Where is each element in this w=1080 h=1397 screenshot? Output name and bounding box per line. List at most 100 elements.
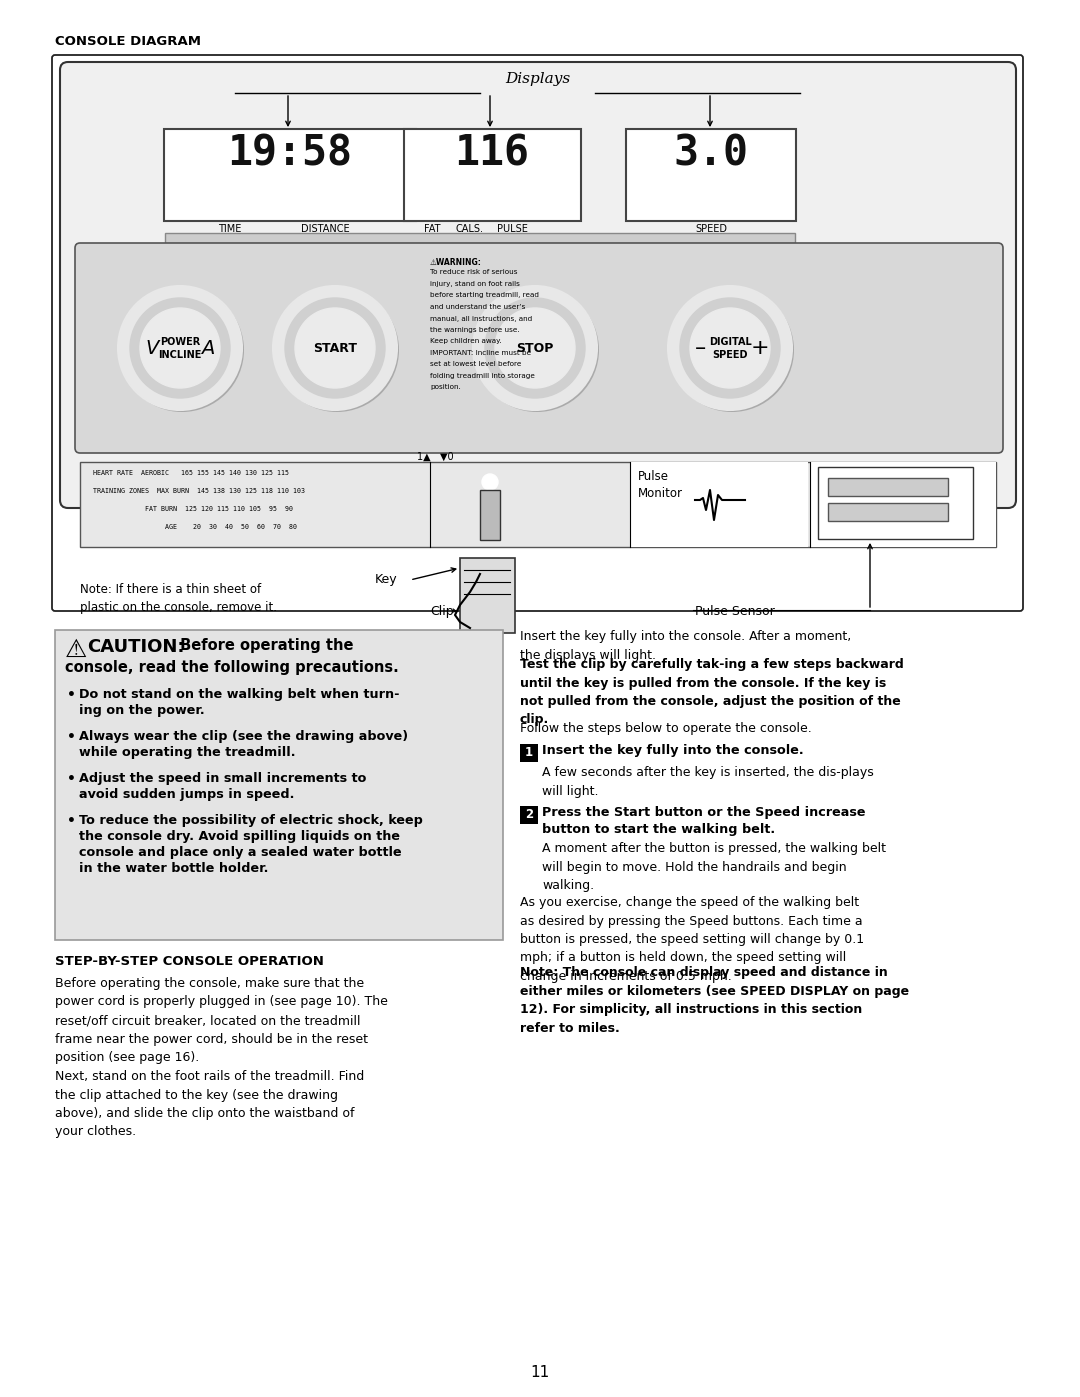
Text: Note: The console can display speed and distance in
either miles or kilometers (: Note: The console can display speed and … [519, 965, 909, 1035]
Circle shape [690, 307, 770, 388]
Text: Insert the key fully into the console.: Insert the key fully into the console. [542, 745, 804, 757]
Text: Displays: Displays [505, 73, 570, 87]
Text: in the water bottle holder.: in the water bottle holder. [79, 862, 268, 875]
Text: •: • [67, 687, 76, 703]
Text: FAT BURN  125 120 115 110 105  95  90: FAT BURN 125 120 115 110 105 95 90 [85, 506, 293, 511]
Circle shape [273, 286, 397, 409]
Circle shape [485, 298, 585, 398]
Text: •: • [67, 773, 76, 787]
Text: Key: Key [375, 573, 397, 585]
FancyBboxPatch shape [404, 129, 581, 221]
Text: V: V [146, 338, 159, 358]
Text: +: + [751, 338, 769, 358]
Text: console, read the following precautions.: console, read the following precautions. [65, 659, 399, 675]
Text: TIME: TIME [218, 224, 242, 235]
Text: DISTANCE: DISTANCE [300, 224, 349, 235]
Bar [480, 490, 500, 541]
Text: FAT: FAT [423, 224, 441, 235]
Circle shape [140, 307, 220, 388]
Text: 2: 2 [525, 807, 534, 821]
Text: SPEED: SPEED [696, 224, 727, 235]
Circle shape [669, 286, 792, 409]
FancyBboxPatch shape [60, 61, 1016, 509]
Text: the console dry. Avoid spilling liquids on the: the console dry. Avoid spilling liquids … [79, 830, 400, 842]
Circle shape [118, 286, 242, 409]
Circle shape [482, 474, 498, 490]
Text: TRAINING ZONES  MAX BURN  145 138 130 125 118 110 103: TRAINING ZONES MAX BURN 145 138 130 125 … [85, 488, 305, 495]
Text: ⚠: ⚠ [65, 638, 87, 662]
Text: 11: 11 [530, 1365, 550, 1380]
Text: A moment after the button is pressed, the walking belt
will begin to move. Hold : A moment after the button is pressed, th… [542, 842, 886, 893]
Text: STOP: STOP [516, 341, 554, 355]
FancyBboxPatch shape [626, 129, 796, 221]
Bar [630, 462, 808, 548]
Text: Adjust the speed in small increments to: Adjust the speed in small increments to [79, 773, 366, 785]
Text: CALS.: CALS. [456, 224, 484, 235]
Bar [818, 467, 973, 539]
Circle shape [670, 288, 794, 412]
Text: To reduce the possibility of electric shock, keep: To reduce the possibility of electric sh… [79, 814, 423, 827]
Text: Keep children away.: Keep children away. [430, 338, 501, 345]
Text: STEP-BY-STEP CONSOLE OPERATION: STEP-BY-STEP CONSOLE OPERATION [55, 956, 324, 968]
Text: INCLINE: INCLINE [159, 351, 202, 360]
Text: START: START [313, 341, 357, 355]
Text: HEART RATE  AEROBIC   165 155 145 140 130 125 115: HEART RATE AEROBIC 165 155 145 140 130 1… [85, 469, 289, 476]
Text: A few seconds after the key is inserted, the dis-plays
will light.: A few seconds after the key is inserted,… [542, 766, 874, 798]
Text: while operating the treadmill.: while operating the treadmill. [79, 746, 296, 759]
Text: Do not stand on the walking belt when turn-: Do not stand on the walking belt when tu… [79, 687, 400, 701]
Text: 116: 116 [455, 133, 529, 175]
Text: Before operating the: Before operating the [175, 638, 353, 652]
Circle shape [275, 288, 399, 412]
Text: POWER: POWER [160, 337, 200, 346]
Text: Pulse Sensor: Pulse Sensor [696, 605, 774, 617]
Circle shape [473, 286, 597, 409]
Text: position.: position. [430, 384, 461, 391]
Text: before starting treadmill, read: before starting treadmill, read [430, 292, 539, 299]
Circle shape [130, 298, 230, 398]
Text: ing on the power.: ing on the power. [79, 704, 204, 717]
Bar [460, 557, 515, 633]
Text: 1: 1 [525, 746, 534, 759]
Text: CONSOLE DIAGRAM: CONSOLE DIAGRAM [55, 35, 201, 47]
Text: manual, all instructions, and: manual, all instructions, and [430, 316, 532, 321]
Circle shape [285, 298, 384, 398]
Text: set at lowest level before: set at lowest level before [430, 362, 522, 367]
Text: IMPORTANT: Incline must be: IMPORTANT: Incline must be [430, 351, 531, 356]
Bar [165, 233, 795, 243]
Text: Next, stand on the foot rails of the treadmill. Find
the clip attached to the ke: Next, stand on the foot rails of the tre… [55, 1070, 364, 1139]
Circle shape [475, 288, 599, 412]
Text: ⚠WARNING:: ⚠WARNING: [430, 258, 482, 267]
Text: 1▲   ▼0: 1▲ ▼0 [417, 453, 454, 462]
Bar [55, 630, 503, 940]
Text: To reduce risk of serious: To reduce risk of serious [430, 270, 517, 275]
Text: Always wear the clip (see the drawing above): Always wear the clip (see the drawing ab… [79, 731, 408, 743]
Text: Follow the steps below to operate the console.: Follow the steps below to operate the co… [519, 722, 812, 735]
Circle shape [295, 307, 375, 388]
Text: the warnings before use.: the warnings before use. [430, 327, 519, 332]
Text: Pulse
Monitor: Pulse Monitor [638, 469, 683, 500]
Bar [828, 478, 948, 496]
Text: PULSE: PULSE [497, 224, 527, 235]
Text: •: • [67, 814, 76, 828]
Text: 19:58: 19:58 [228, 133, 352, 175]
Text: SPEED: SPEED [712, 351, 747, 360]
Circle shape [680, 298, 780, 398]
Text: folding treadmill into storage: folding treadmill into storage [430, 373, 535, 379]
Bar [80, 462, 996, 548]
Text: A: A [201, 338, 215, 358]
Text: DIGITAL: DIGITAL [708, 337, 752, 346]
Bar [828, 503, 948, 521]
Text: Clip: Clip [430, 605, 454, 617]
Bar [519, 745, 538, 761]
Text: –: – [694, 338, 705, 358]
FancyBboxPatch shape [75, 243, 1003, 453]
Text: Test the clip by carefully tak-ing a few steps backward
until the key is pulled : Test the clip by carefully tak-ing a few… [519, 658, 904, 726]
Text: •: • [67, 731, 76, 745]
Text: injury, stand on foot rails: injury, stand on foot rails [430, 281, 519, 286]
Text: Insert the key fully into the console. After a moment,
the displays will light.: Insert the key fully into the console. A… [519, 630, 851, 662]
Text: AGE    20  30  40  50  60  70  80: AGE 20 30 40 50 60 70 80 [85, 524, 297, 529]
Text: Note: If there is a thin sheet of
plastic on the console, remove it.: Note: If there is a thin sheet of plasti… [80, 583, 276, 615]
FancyBboxPatch shape [52, 54, 1023, 610]
Circle shape [120, 288, 244, 412]
Circle shape [495, 307, 575, 388]
